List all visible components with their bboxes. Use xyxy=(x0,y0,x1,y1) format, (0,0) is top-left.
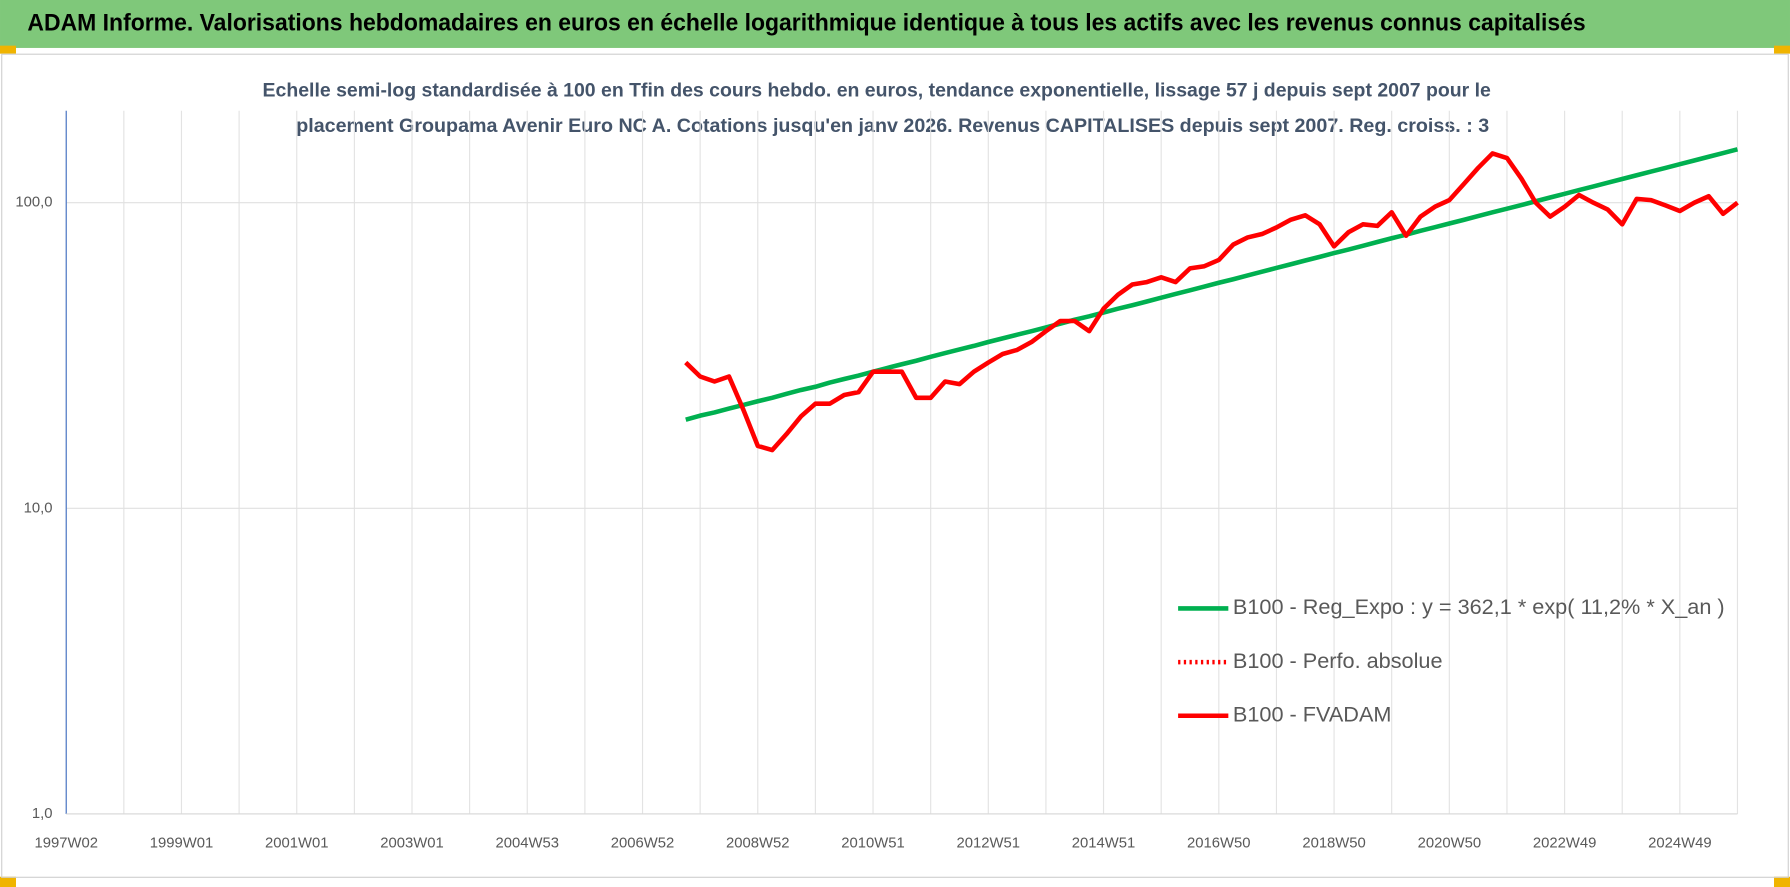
series-line xyxy=(685,147,1739,422)
x-tick-label: 2020W50 xyxy=(1418,836,1481,852)
legend-label: B100 - FVADAM xyxy=(1233,701,1392,726)
x-tick-label: 2016W50 xyxy=(1187,836,1250,852)
x-tick-label: 2010W51 xyxy=(841,836,904,852)
y-tick-label: 100,0 xyxy=(15,195,52,211)
x-tick-label: 2006W52 xyxy=(611,836,674,852)
y-tick-label: 1,0 xyxy=(32,806,53,822)
x-tick-label: 2012W51 xyxy=(957,836,1020,852)
corner xyxy=(1774,876,1790,887)
x-tick-label: 2014W51 xyxy=(1072,836,1135,852)
y-tick-label: 10,0 xyxy=(24,500,53,516)
header-bar xyxy=(0,0,1790,48)
x-tick-label: 1999W01 xyxy=(150,836,213,852)
corner xyxy=(0,45,16,54)
x-tick-label: 2004W53 xyxy=(496,836,559,852)
chart-border xyxy=(1,53,1789,878)
x-tick-label: 1997W02 xyxy=(34,836,97,852)
x-tick-label: 2008W52 xyxy=(726,836,789,852)
x-tick-label: 2022W49 xyxy=(1533,836,1596,852)
header-title: ADAM Informe. Valorisations hebdomadaire… xyxy=(27,9,1585,36)
x-tick-label: 2018W50 xyxy=(1302,836,1365,852)
x-tick-label: 2003W01 xyxy=(380,836,443,852)
x-tick-label: 2024W49 xyxy=(1648,836,1711,852)
corner xyxy=(0,876,16,887)
subtitle: Echelle semi-log standardisée à 100 en T… xyxy=(263,79,1492,101)
legend-label: B100 - Perfo. absolue xyxy=(1233,648,1443,673)
x-tick-label: 2001W01 xyxy=(265,836,328,852)
subtitle: placement Groupama Avenir Euro NC A. Cot… xyxy=(296,115,1489,137)
series-line xyxy=(684,151,1739,453)
legend-label: B100 - Reg_Expo : y = 362,1 * exp( 11,2%… xyxy=(1233,594,1725,619)
corner xyxy=(1774,45,1790,54)
